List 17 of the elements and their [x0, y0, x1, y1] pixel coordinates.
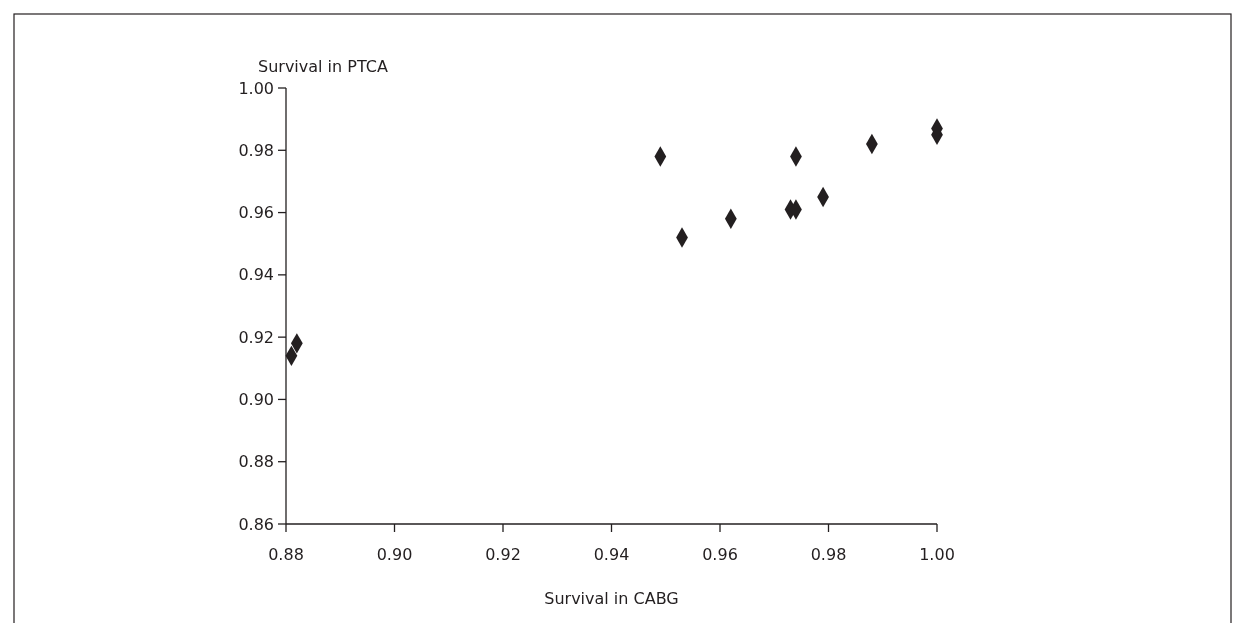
- y-tick-label: 0.92: [238, 327, 274, 347]
- y-tick-label: 0.96: [238, 203, 274, 223]
- x-tick-label: 0.94: [593, 545, 630, 564]
- y-tick-label: 1.00: [238, 78, 274, 98]
- x-tick-label: 1.00: [919, 545, 955, 564]
- y-tick-label: 0.94: [238, 265, 274, 285]
- x-tick-label: 0.92: [485, 545, 521, 564]
- x-tick-label: 0.98: [810, 545, 847, 564]
- y-tick-label: 0.86: [238, 514, 274, 534]
- x-axis-title: Survival in CABG: [544, 589, 679, 608]
- y-axis-title: Survival in PTCA: [258, 57, 388, 76]
- x-tick-label: 0.88: [268, 545, 304, 564]
- y-tick-label: 0.88: [238, 452, 274, 472]
- y-tick-label: 0.98: [238, 140, 274, 160]
- x-tick-label: 0.96: [702, 545, 738, 564]
- y-tick-label: 0.90: [238, 390, 274, 410]
- x-tick-label: 0.90: [376, 545, 413, 564]
